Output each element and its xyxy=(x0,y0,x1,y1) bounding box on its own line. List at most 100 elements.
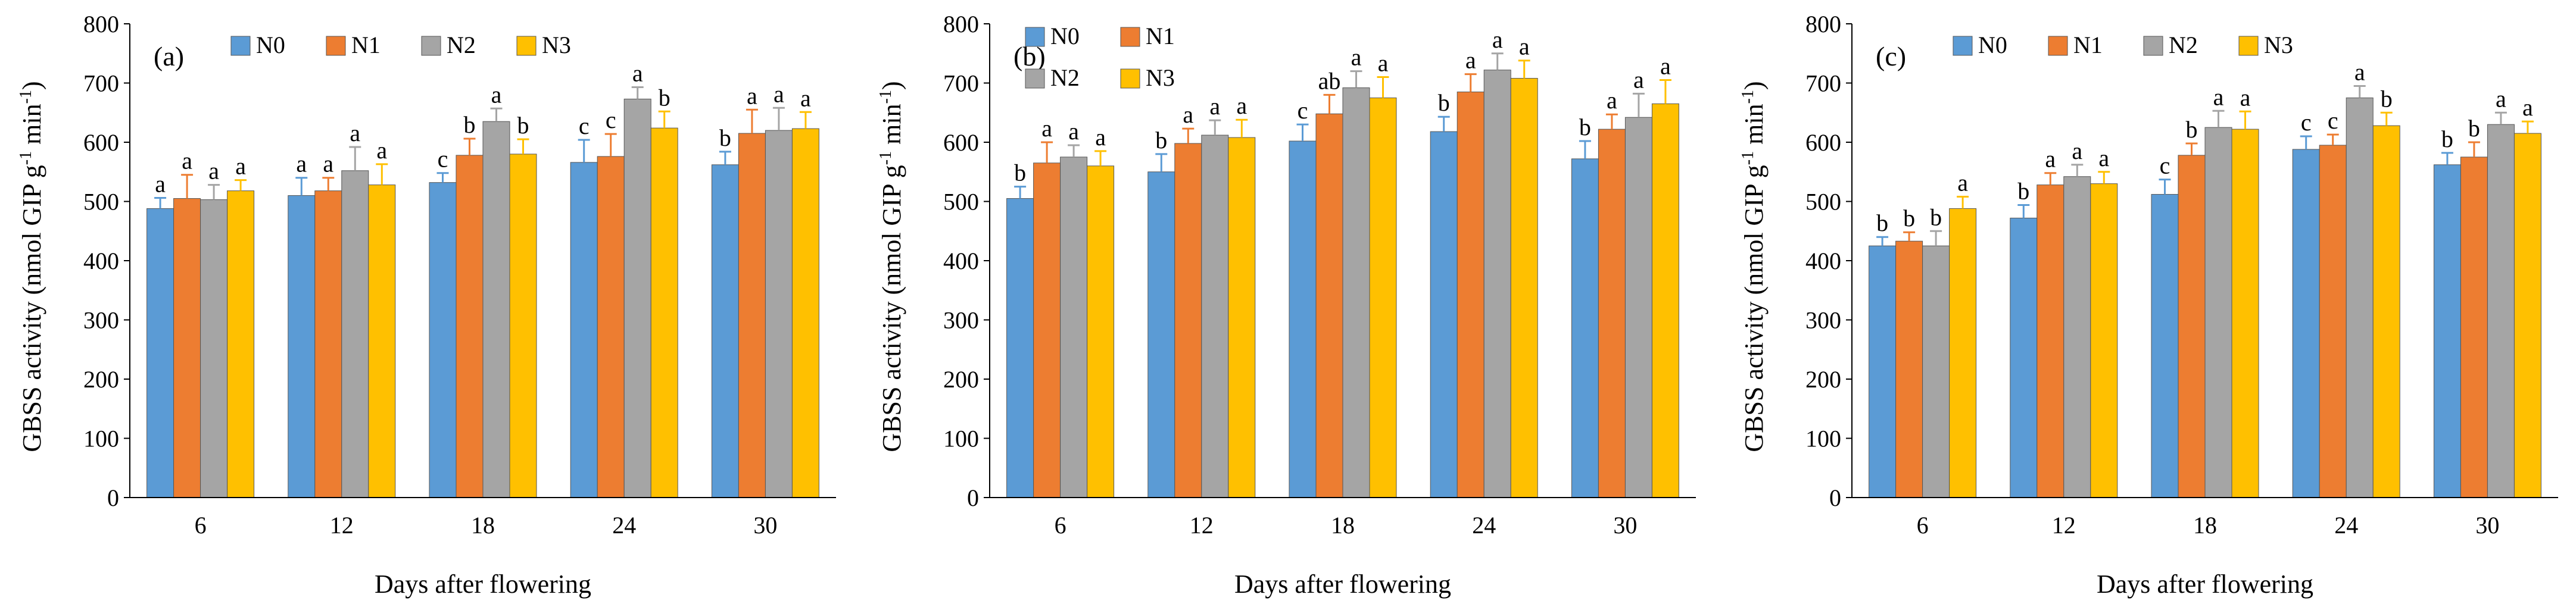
legend: N0 N1 N2 N3 xyxy=(230,32,571,58)
y-tick-label: 300 xyxy=(943,307,979,334)
significance-letter: ab xyxy=(1318,67,1341,94)
legend-swatch-n1 xyxy=(1120,27,1140,47)
y-axis-label-part: -1 xyxy=(1739,90,1757,104)
y-axis-label-part: GBSS activity (nmol GIP g xyxy=(17,165,46,452)
y-axis-label-part: ) xyxy=(877,81,906,90)
bar-n1-day-12 xyxy=(2037,184,2064,498)
significance-letter: a xyxy=(296,151,307,177)
bar-n1-day-30 xyxy=(1598,129,1626,498)
bar-n3-day-24 xyxy=(2372,125,2400,498)
significance-letter: a xyxy=(1236,92,1247,119)
significance-letter: a xyxy=(2240,84,2251,111)
y-tick-label: 0 xyxy=(107,484,119,511)
significance-letter: a xyxy=(2522,94,2533,121)
significance-letter: b xyxy=(1155,127,1167,154)
x-tick-label: 24 xyxy=(2334,512,2358,539)
y-tick-label: 400 xyxy=(1805,248,1841,274)
y-tick-label: 0 xyxy=(1829,484,1841,511)
legend-label-n0: N0 xyxy=(256,32,285,58)
bar-n3-day-6 xyxy=(1949,208,1977,498)
significance-letter: a xyxy=(1957,170,1968,196)
y-tick-label: 700 xyxy=(1805,70,1841,97)
significance-letter: b xyxy=(2468,115,2480,142)
legend-label-n2: N2 xyxy=(2169,32,2198,58)
legend-label-n1: N1 xyxy=(1146,23,1175,49)
y-tick-label: 100 xyxy=(943,426,979,452)
legend-swatch-n3 xyxy=(1120,68,1140,89)
bar-n2-day-30 xyxy=(765,130,793,498)
bar-n1-day-24 xyxy=(2319,145,2347,498)
x-tick-label: 12 xyxy=(2052,512,2076,539)
y-axis-label-part: GBSS activity (nmol GIP g xyxy=(877,165,906,452)
bar-n2-day-6 xyxy=(200,199,228,498)
significance-letter: a xyxy=(376,137,387,164)
panel-label: (c) xyxy=(1876,41,1906,71)
bar-n1-day-18 xyxy=(456,155,484,498)
significance-letter: c xyxy=(2328,107,2338,134)
bar-n0-day-12 xyxy=(1147,171,1175,498)
chart-panel-3: 0 100 200 300 400 500 600 700 800 GBSS activity (… xyxy=(1739,11,2558,599)
bar-n2-day-24 xyxy=(2346,97,2374,498)
significance-letter: a xyxy=(208,158,219,184)
x-tick-label: 6 xyxy=(1917,512,1929,539)
legend-label-n2: N2 xyxy=(1050,64,1080,91)
legend-label-n2: N2 xyxy=(447,32,476,58)
bar-n3-day-18 xyxy=(2231,129,2259,498)
significance-letter: b xyxy=(1876,209,1888,236)
x-tick-label: 18 xyxy=(1331,512,1355,539)
bar-n3-day-18 xyxy=(1369,97,1397,498)
bar-n1-day-18 xyxy=(2178,155,2206,498)
significance-letter: a xyxy=(632,60,643,86)
bar-n1-day-30 xyxy=(738,133,766,498)
y-tick-label: 700 xyxy=(943,70,979,97)
y-axis-label-part: ) xyxy=(17,81,46,90)
y-tick-label: 100 xyxy=(83,426,119,452)
y-axis-label-part: GBSS activity (nmol GIP g xyxy=(1739,165,1769,452)
y-axis-label: GBSS activity (nmol GIP g-1 min-1) xyxy=(17,81,46,452)
legend: N0 N1 N2 N3 xyxy=(1025,23,1175,91)
x-tick-label: 24 xyxy=(612,512,636,539)
bar-n2-day-18 xyxy=(482,121,510,498)
bar-n2-day-12 xyxy=(341,170,369,498)
bar-n2-day-18 xyxy=(2204,127,2232,498)
y-tick-label: 400 xyxy=(83,248,119,274)
x-axis-label: Days after flowering xyxy=(375,570,591,599)
y-axis-label-part: -1 xyxy=(1739,151,1757,165)
y-axis-label: GBSS activity (nmol GIP g-1 min-1) xyxy=(877,81,906,452)
significance-letter: a xyxy=(1209,93,1220,120)
bar-n0-day-30 xyxy=(1571,158,1599,498)
x-tick-label: 30 xyxy=(753,512,777,539)
y-axis-label-part: -1 xyxy=(17,151,35,165)
significance-letter: a xyxy=(1183,101,1193,128)
chart-panel-1: 0 100 200 300 400 500 600 700 800 GBSS activity (… xyxy=(17,11,836,599)
significance-letter: a xyxy=(155,171,166,198)
significance-letter: b xyxy=(2381,85,2393,112)
bar-n1-day-30 xyxy=(2460,157,2488,498)
significance-letter: a xyxy=(491,81,502,108)
significance-letter: a xyxy=(323,151,333,177)
y-tick-label: 200 xyxy=(83,366,119,393)
y-axis-label-part: ) xyxy=(1739,81,1769,90)
bar-n1-day-24 xyxy=(597,156,625,498)
legend-swatch-n3 xyxy=(2238,36,2259,56)
significance-letter: c xyxy=(2160,152,2170,179)
bar-n3-day-12 xyxy=(1228,137,1256,498)
significance-letter: b xyxy=(2441,126,2453,152)
bar-n3-day-30 xyxy=(791,128,819,498)
significance-letter: a xyxy=(182,148,192,174)
y-tick-label: 700 xyxy=(83,70,119,97)
x-tick-label: 12 xyxy=(330,512,354,539)
bar-n2-day-30 xyxy=(2487,124,2515,498)
bar-n2-day-6 xyxy=(1922,245,1950,498)
y-tick-label: 800 xyxy=(83,11,119,37)
significance-letter: a xyxy=(774,80,784,107)
significance-letter: a xyxy=(1660,53,1671,80)
y-tick-label: 300 xyxy=(83,307,119,334)
legend-swatch-n2 xyxy=(2143,36,2163,56)
legend-swatch-n0 xyxy=(1025,27,1045,47)
legend-swatch-n0 xyxy=(1953,36,1973,56)
bar-n1-day-24 xyxy=(1457,91,1485,498)
y-tick-label: 500 xyxy=(83,189,119,215)
x-tick-label: 18 xyxy=(471,512,495,539)
x-tick-label: 30 xyxy=(1613,512,1637,539)
